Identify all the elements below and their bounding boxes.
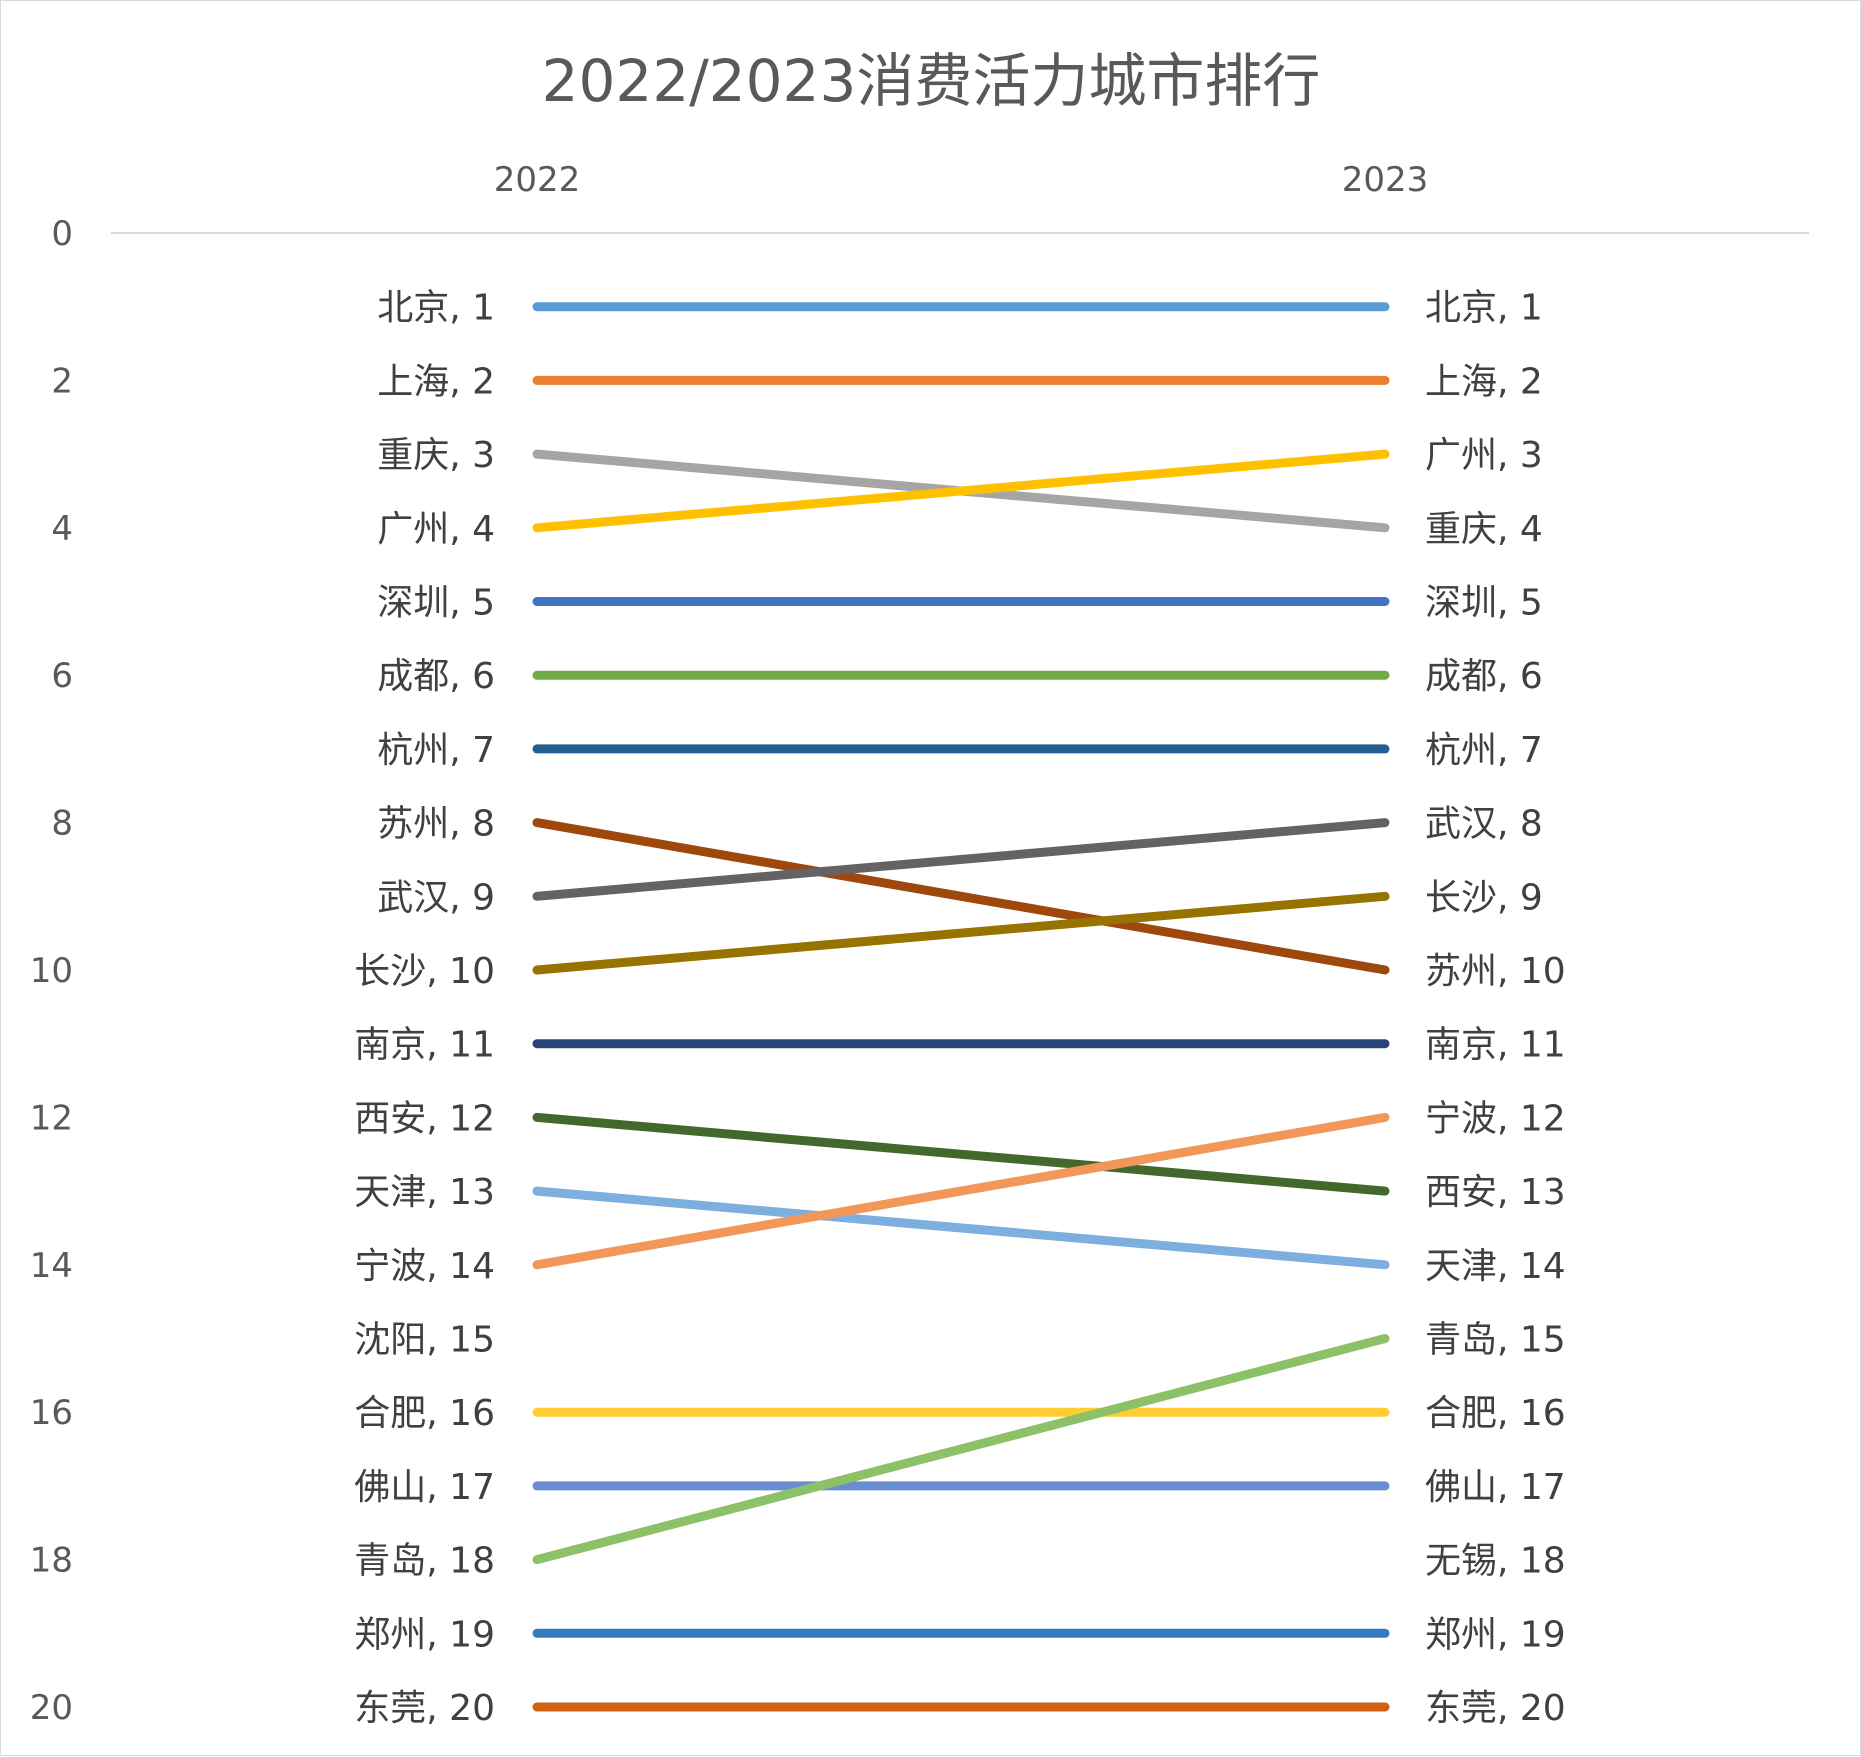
data-labels: 北京, 1 北京, 1 上海, 2 上海, 2 重庆, 3 重庆, 4 广州, 4 广州, 3…	[354, 288, 1565, 1729]
data-label: 重庆, 4	[1425, 509, 1543, 550]
series-line	[532, 818, 1390, 975]
data-label: 北京, 1	[377, 288, 495, 329]
series-line	[532, 818, 1390, 901]
data-label: 长沙, 9	[1425, 877, 1543, 918]
series-line	[532, 1334, 1390, 1565]
y-tick-label: 20	[30, 1688, 73, 1728]
y-tick-label: 8	[51, 804, 73, 844]
data-label: 青岛, 15	[1425, 1320, 1566, 1361]
data-label: 武汉, 9	[377, 877, 495, 918]
data-label: 杭州, 7	[377, 730, 495, 771]
data-label: 天津, 13	[354, 1172, 495, 1213]
data-label: 西安, 12	[354, 1098, 495, 1139]
data-label: 无锡, 18	[1425, 1541, 1566, 1582]
data-label: 广州, 3	[1425, 435, 1543, 476]
data-label: 成都, 6	[1425, 656, 1543, 697]
data-label: 成都, 6	[377, 656, 495, 697]
series-lines	[532, 302, 1390, 1712]
y-tick-label: 4	[51, 509, 73, 549]
y-tick-label: 6	[51, 656, 73, 696]
data-label: 武汉, 8	[1425, 804, 1543, 845]
data-label: 东莞, 20	[1425, 1688, 1566, 1729]
data-label: 西安, 13	[1425, 1172, 1566, 1213]
data-label: 青岛, 18	[354, 1541, 495, 1582]
data-label: 合肥, 16	[1425, 1393, 1566, 1434]
data-label: 佛山, 17	[1425, 1467, 1566, 1508]
y-tick-label: 2	[51, 361, 73, 401]
data-label: 苏州, 8	[377, 804, 495, 845]
data-label: 南京, 11	[1425, 1025, 1566, 1066]
data-label: 深圳, 5	[377, 583, 495, 624]
data-label: 上海, 2	[1425, 361, 1543, 402]
data-label: 重庆, 3	[377, 435, 495, 476]
series-line	[532, 1186, 1390, 1270]
data-label: 北京, 1	[1425, 288, 1543, 329]
x-category-label: 2022	[494, 160, 581, 200]
data-label: 宁波, 12	[1425, 1098, 1566, 1139]
y-tick-label: 10	[30, 951, 73, 991]
data-label: 深圳, 5	[1425, 583, 1543, 624]
data-label: 上海, 2	[377, 361, 495, 402]
data-label: 东莞, 20	[354, 1688, 495, 1729]
y-axis-ticks: 0 2 4 6 8 10 12 14 16 18 20	[30, 214, 73, 1728]
series-line	[532, 1112, 1390, 1270]
chart-title: 2022/2023消费活力城市排行	[542, 47, 1321, 115]
data-label: 杭州, 7	[1425, 730, 1543, 771]
data-label: 宁波, 14	[354, 1246, 495, 1287]
data-label: 长沙, 10	[354, 951, 495, 992]
data-label: 沈阳, 15	[354, 1320, 495, 1361]
y-tick-label: 16	[30, 1393, 73, 1433]
data-label: 郑州, 19	[1425, 1614, 1566, 1655]
data-label: 合肥, 16	[354, 1393, 495, 1434]
y-tick-label: 12	[30, 1098, 73, 1138]
series-line	[532, 1112, 1390, 1196]
data-label: 佛山, 17	[354, 1467, 495, 1508]
data-label: 郑州, 19	[354, 1614, 495, 1655]
series-line	[532, 891, 1390, 975]
data-label: 南京, 11	[354, 1025, 495, 1066]
y-tick-label: 14	[30, 1246, 73, 1286]
x-category-label: 2023	[1342, 160, 1429, 200]
data-label: 苏州, 10	[1425, 951, 1566, 992]
data-label: 天津, 14	[1425, 1246, 1566, 1287]
data-label: 广州, 4	[377, 509, 495, 550]
series-line	[532, 449, 1390, 533]
y-tick-label: 18	[30, 1541, 73, 1581]
y-tick-label: 0	[51, 214, 73, 254]
